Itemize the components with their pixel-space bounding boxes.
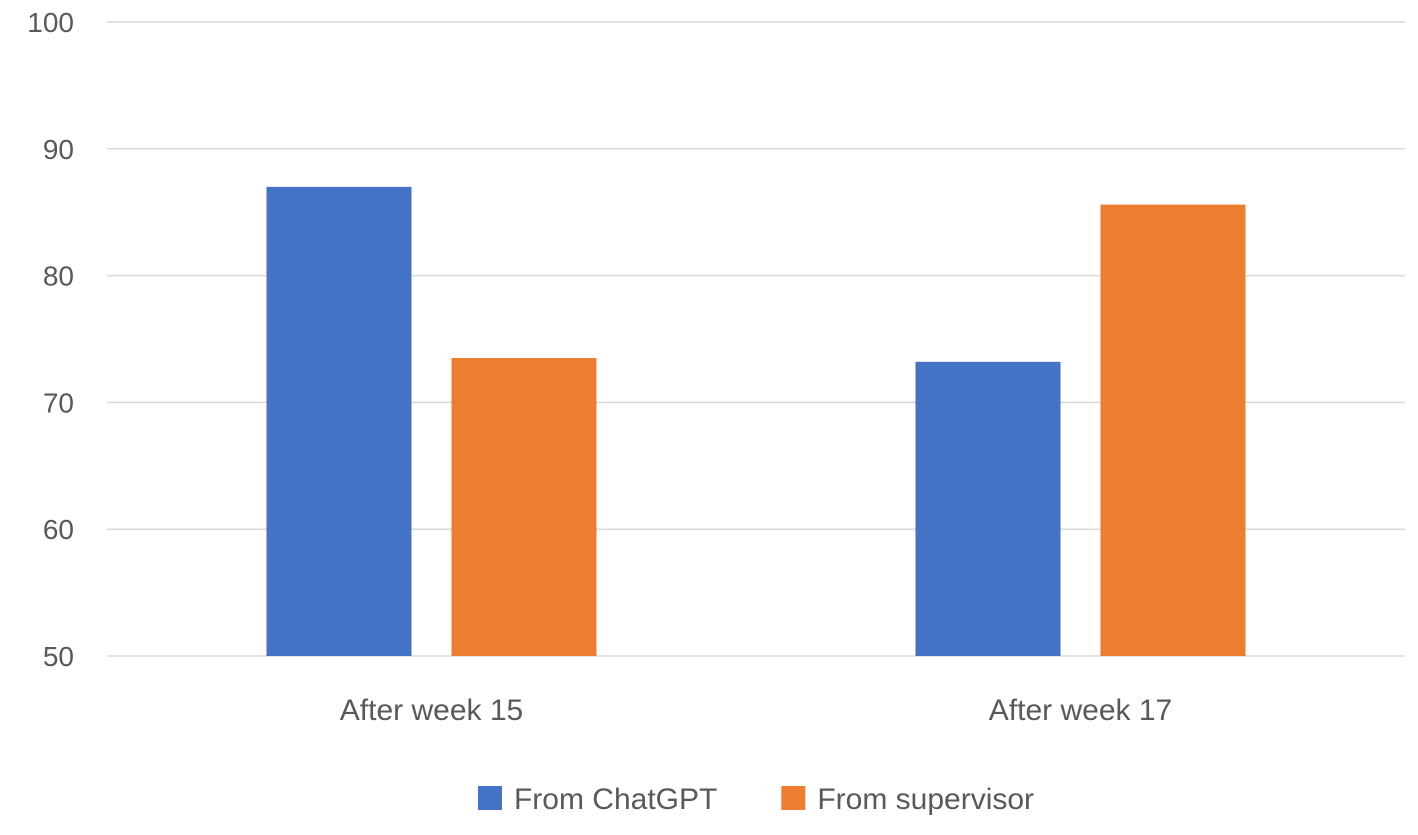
bar-chatgpt-1 bbox=[266, 186, 412, 656]
x-tick-label: After week 17 bbox=[989, 694, 1172, 727]
legend-label-supervisor: From supervisor bbox=[817, 783, 1034, 816]
legend-swatch-chatgpt bbox=[477, 786, 502, 810]
legend-swatch-supervisor bbox=[781, 786, 806, 810]
y-axis-ticks: 50 60 70 80 90 100 bbox=[27, 7, 74, 672]
legend: From ChatGPT From supervisor bbox=[477, 783, 1034, 816]
y-tick-label: 60 bbox=[43, 514, 74, 545]
bar-supervisor-1 bbox=[451, 358, 597, 656]
legend-label-chatgpt: From ChatGPT bbox=[514, 783, 717, 816]
x-axis-ticks: After week 15 After week 17 bbox=[340, 694, 1172, 727]
y-tick-label: 80 bbox=[43, 261, 74, 292]
y-tick-label: 70 bbox=[43, 387, 74, 418]
y-tick-label: 50 bbox=[43, 641, 74, 672]
y-tick-label: 90 bbox=[43, 134, 74, 165]
y-tick-label: 100 bbox=[27, 7, 74, 38]
bars bbox=[266, 186, 1246, 657]
x-tick-label: After week 15 bbox=[340, 694, 523, 727]
bar-supervisor-2 bbox=[1100, 204, 1246, 657]
bar-chatgpt-2 bbox=[915, 361, 1061, 656]
